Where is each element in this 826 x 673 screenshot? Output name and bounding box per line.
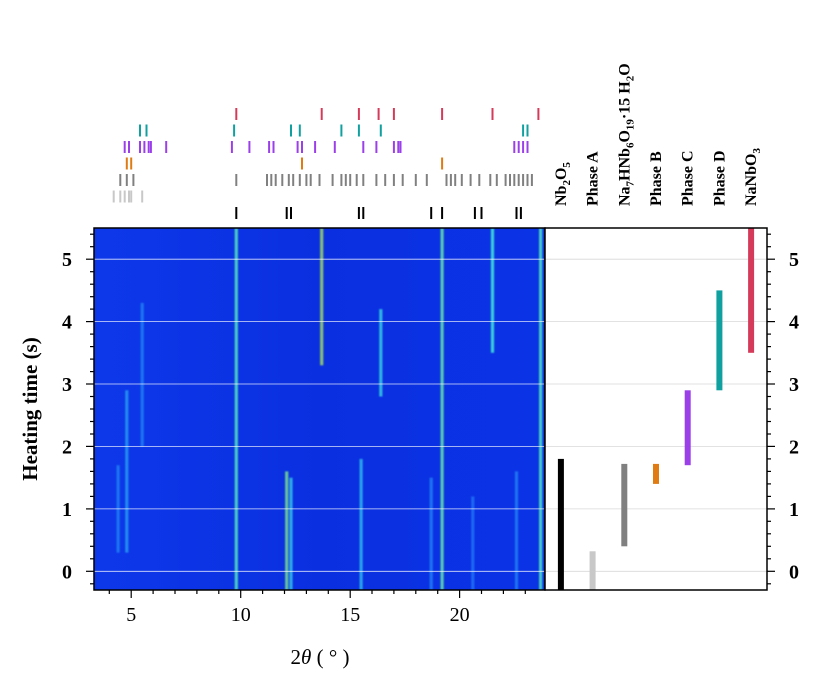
x-tick-label-20: 20 (450, 604, 470, 626)
x-tick-label-5: 5 (126, 604, 136, 626)
x-axis-ticks: 5 10 15 20 (108, 590, 526, 626)
heatmap-streak-0 (234, 228, 238, 590)
y-tick-label-right-1: 1 (789, 499, 799, 521)
x-tick-label-10: 10 (231, 604, 251, 626)
x-tick-label-15: 15 (340, 604, 360, 626)
y-tick-label-right-5: 5 (789, 249, 799, 271)
y-tick-label-right-3: 3 (789, 374, 799, 396)
y-tick-label-left-4: 4 (62, 312, 72, 334)
y-tick-label-right-0: 0 (789, 561, 799, 583)
heatmap-streak-3 (320, 228, 324, 366)
heatmap-background (94, 228, 545, 590)
y-tick-label-left-0: 0 (62, 561, 72, 583)
phase-label-1: Phase A (585, 151, 602, 206)
x-axis-title-unit: ( ° ) (311, 645, 349, 669)
phase-bars (557, 228, 755, 590)
heatmap-streak-14 (514, 471, 519, 590)
heatmap-streak-4 (359, 458, 363, 590)
y-axis-ticks-right: 0 1 2 3 4 5 (767, 233, 799, 585)
heatmap-streak-12 (429, 477, 433, 590)
phase-panel: 0 1 2 3 4 5 Nb2O5 Phase A Na7HNb6O19·15 H2O Phas… (544, 63, 799, 591)
y-tick-label-left-5: 5 (62, 249, 72, 271)
y-axis-ticks-left: 0 1 2 3 4 5 (62, 233, 94, 585)
phase-bar-5 (716, 290, 723, 391)
phase-label-2: Na7HNb6O19·15 H2O (616, 63, 636, 206)
phase-label-0: Nb2O5 (553, 162, 573, 206)
x-axis-title: 2θ ( ° ) (291, 645, 350, 669)
phase-bar-3 (653, 463, 659, 484)
x-axis-title-prefix: 2 (291, 645, 302, 669)
x-axis-title-symbol: θ (301, 645, 311, 669)
heatmap-streak-5 (379, 309, 383, 397)
phase-bar-1 (589, 551, 596, 590)
phase-label-5: Phase D (711, 150, 728, 206)
heatmap-streak-6 (440, 228, 444, 590)
phase-label-3: Phase B (648, 151, 665, 206)
phase-bar-2 (621, 463, 628, 547)
heatmap-streak-2 (289, 477, 293, 590)
heatmap-streak-9 (125, 390, 129, 553)
reflection-tick-rows (112, 108, 540, 219)
heatmap-streak-1 (285, 471, 289, 590)
phase-gridlines (545, 258, 767, 572)
heatmap-gridlines (94, 258, 545, 572)
heatmap-panel: 5 10 15 20 0 1 2 3 4 5 (62, 227, 546, 626)
heatmap-streak-8 (539, 228, 543, 590)
y-tick-label-left-2: 2 (62, 436, 72, 458)
heatmap-streaks (116, 228, 543, 590)
y-axis-title: Heating time (s) (18, 337, 42, 480)
heatmap-streak-13 (471, 496, 475, 590)
phase-label-6: NaNbO3 (743, 148, 763, 206)
phase-panel-background (545, 228, 767, 590)
phase-bar-4 (684, 390, 691, 466)
phase-bar-0 (557, 458, 564, 590)
heatmap-streak-11 (140, 302, 144, 447)
phase-label-4: Phase C (680, 150, 697, 206)
y-tick-label-left-1: 1 (62, 499, 72, 521)
y-tick-label-left-3: 3 (62, 374, 72, 396)
phase-labels: Nb2O5 Phase A Na7HNb6O19·15 H2O Phase B Phas… (553, 63, 763, 206)
y-tick-label-right-4: 4 (789, 312, 799, 334)
heatmap-streak-7 (490, 228, 495, 353)
y-tick-label-right-2: 2 (789, 436, 799, 458)
phase-bar-6 (748, 228, 755, 353)
